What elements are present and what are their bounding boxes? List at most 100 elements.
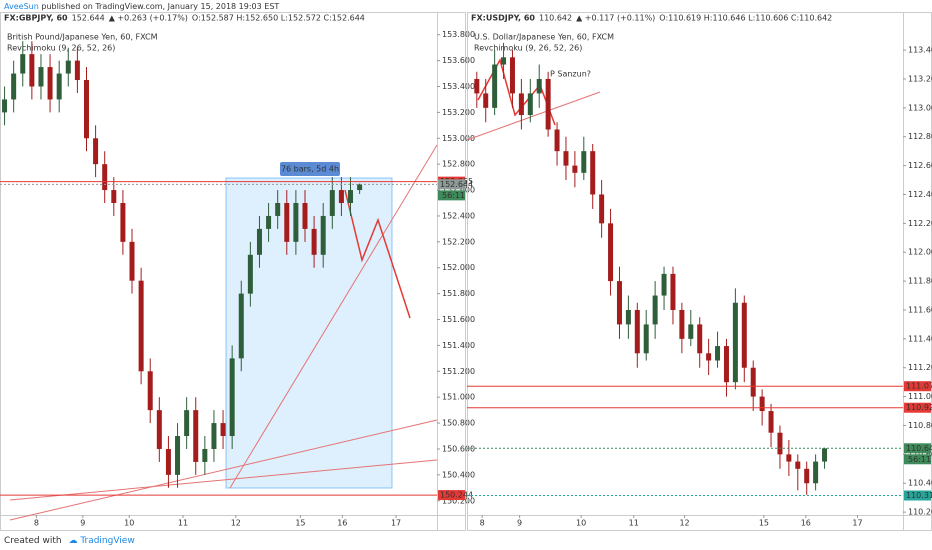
candle-body (138, 280, 144, 372)
ohlc-text: O:152.587 H:152.650 L:152.572 C:152.644 (192, 14, 365, 23)
y-tick-label: 112.400 (908, 190, 932, 199)
candle-body (688, 324, 694, 339)
candle-body (483, 93, 489, 108)
candle-body (759, 396, 765, 412)
candle-body (616, 281, 622, 325)
last-price: 110.642 (539, 14, 572, 23)
candle-body (554, 129, 560, 152)
candle-body (634, 309, 640, 354)
y-tick-label: 152.600 (442, 186, 475, 195)
x-tick-label: 11 (178, 519, 188, 528)
candle-body (175, 436, 181, 475)
candle-body (275, 203, 281, 216)
footer: Created with ☁ TradingView (4, 536, 135, 546)
arrow (344, 189, 411, 319)
candle-body (625, 309, 631, 325)
y-tick-label: 112.200 (908, 219, 932, 228)
panel-border (0, 12, 466, 531)
candle-body (527, 93, 533, 116)
change: ▲ +0.263 (+0.17%) (109, 14, 188, 23)
y-tick-label: 151.800 (442, 289, 475, 298)
candle-body (93, 138, 99, 165)
date-range (225, 177, 393, 489)
y-tick-label: 113.400 (908, 46, 932, 55)
y-tick-label: 110.200 (908, 508, 932, 517)
y-tick-label: 112.600 (908, 161, 932, 170)
y-tick-label: 153.200 (442, 108, 475, 117)
arrow (477, 58, 556, 126)
y-tick-label: 150.200 (442, 496, 475, 505)
y-tick-label: 153.000 (442, 134, 475, 143)
candle-body (193, 410, 199, 462)
price-tag-label: 110.315 (906, 491, 932, 500)
candle-body (786, 454, 792, 462)
price-tag-label: 110.642 (906, 444, 932, 453)
countdown: 56:11 (442, 191, 465, 200)
author[interactable]: AveeSun (4, 2, 39, 11)
candle-body (750, 367, 756, 397)
publish-line: AveeSun published on TradingView.com, Ja… (4, 2, 279, 11)
price-tag-label: 152.644 (440, 180, 473, 189)
chart-title: British Pound/Japanese Yen, 60, FXCM (7, 33, 158, 42)
brand[interactable]: TradingView (80, 536, 135, 546)
candle-body (2, 99, 8, 113)
candle-body (768, 411, 774, 433)
candle-body (723, 346, 729, 383)
y-tick-label: 151.400 (442, 341, 475, 350)
trend-line (466, 91, 601, 141)
symbol: FX:USDJPY, 60 (471, 14, 535, 23)
y-tick-label: 110.400 (908, 479, 932, 488)
candle-body (74, 60, 80, 81)
trend-line (9, 419, 438, 521)
candle-body (129, 241, 135, 281)
y-tick-label: 152.000 (442, 263, 475, 272)
price-tag-label: 110.923 (906, 403, 932, 412)
candle-body (741, 302, 747, 368)
x-tick-label: 17 (391, 519, 401, 528)
x-tick-label: 10 (576, 519, 586, 528)
y-tick-label: 152.200 (442, 237, 475, 246)
candle-body (536, 78, 542, 94)
price-tag (904, 402, 931, 413)
candle-body (706, 353, 712, 361)
y-tick-label: 111.600 (908, 305, 932, 314)
candle-body (11, 73, 17, 100)
countdown-tag (438, 190, 465, 201)
x-tick-label: 12 (231, 519, 241, 528)
x-tick-label: 15 (759, 519, 769, 528)
candle-body (661, 273, 667, 296)
candle-body (120, 203, 126, 242)
candle-body (679, 309, 685, 339)
y-tick-label: 152.800 (442, 160, 475, 169)
candle-body (329, 190, 335, 216)
candle-body (804, 468, 810, 484)
x-tick-label: 17 (852, 519, 862, 528)
candle-body (563, 151, 569, 166)
candle-body (29, 54, 35, 87)
y-tick-label: 112.800 (908, 132, 932, 141)
y-tick-label: 111.200 (908, 363, 932, 372)
candle-body (302, 203, 308, 229)
candle-body (501, 57, 507, 65)
candle-body (65, 60, 71, 74)
published: published on TradingView.com, January 15… (41, 2, 280, 11)
candle-body (474, 78, 480, 94)
candle-body (47, 67, 53, 100)
x-tick-label: 16 (801, 519, 811, 528)
candle-body (165, 448, 171, 475)
candle-body (652, 295, 658, 325)
symbol: FX:GBPJPY, 60 (4, 14, 68, 23)
last-price: 152.644 (72, 14, 105, 23)
candle-body (20, 54, 26, 74)
annotation: P Sanzun? (550, 70, 591, 79)
indicator: Revchimoku (9, 26, 52, 26) (474, 44, 582, 53)
y-tick-label: 153.800 (442, 30, 475, 39)
countdown: 56:11 (908, 455, 931, 464)
candle-body (572, 165, 578, 173)
candle-body (320, 215, 326, 255)
x-tick-label: 12 (679, 519, 689, 528)
candle-body (492, 64, 498, 108)
y-tick-label: 151.200 (442, 367, 475, 376)
